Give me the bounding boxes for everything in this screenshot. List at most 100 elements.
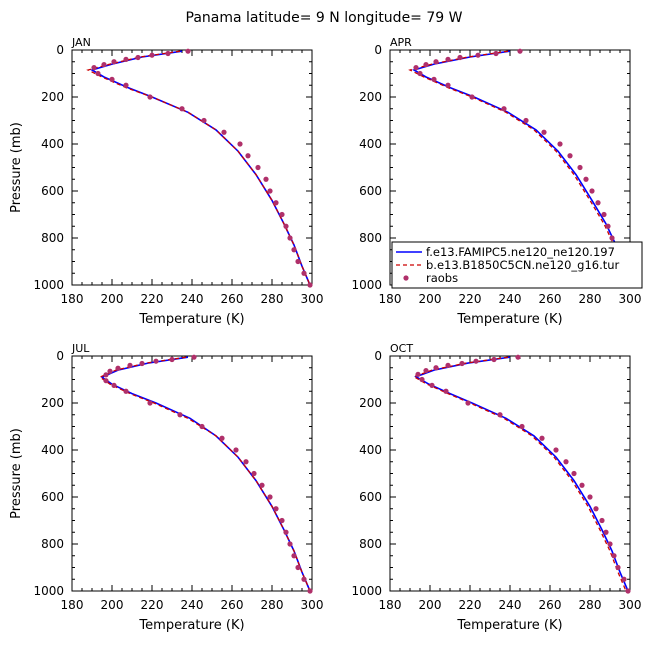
x-tick-label: 280 xyxy=(261,598,284,612)
raobs-point xyxy=(517,48,523,54)
series-line-b1850 xyxy=(412,356,627,592)
raobs-point xyxy=(515,354,521,360)
x-tick-label: 220 xyxy=(459,598,482,612)
raobs-point xyxy=(199,423,205,430)
x-tick-label: 220 xyxy=(459,292,482,306)
raobs-point xyxy=(307,282,313,288)
x-tick-label: 200 xyxy=(419,292,442,306)
legend-label: f.e13.FAMIPC5.ne120_ne120.197 xyxy=(426,245,615,259)
y-tick-label: 400 xyxy=(41,443,64,457)
raobs-point xyxy=(433,59,439,65)
y-tick-label: 800 xyxy=(359,537,382,551)
y-tick-label: 200 xyxy=(41,396,64,410)
x-tick-label: 200 xyxy=(101,598,124,612)
y-tick-label: 200 xyxy=(359,396,382,410)
raobs-point xyxy=(423,61,429,68)
panel-jul: 180 200 220 240 260 280 300 0 200 400 600 800 1000 JU… xyxy=(9,342,323,633)
raobs-point xyxy=(109,76,115,82)
panel-label: OCT xyxy=(390,342,413,355)
raobs-point xyxy=(233,447,239,453)
raobs-point xyxy=(103,372,109,378)
figure-title: Panama latitude= 9 N longitude= 79 W xyxy=(186,10,463,26)
y-tick-label: 0 xyxy=(56,43,64,57)
x-axis-label: Temperature (K) xyxy=(456,618,562,633)
raobs-point xyxy=(267,494,273,500)
raobs-point xyxy=(431,76,437,82)
raobs-point xyxy=(295,258,301,265)
raobs-point xyxy=(95,70,101,77)
y-tick-label: 0 xyxy=(374,43,382,57)
raobs-point xyxy=(251,470,257,477)
raobs-point xyxy=(149,52,155,58)
raobs-point xyxy=(413,65,419,71)
raobs-point xyxy=(583,176,589,182)
raobs-point xyxy=(291,247,297,253)
y-tick-label: 1000 xyxy=(351,584,382,598)
raobs-point xyxy=(445,56,451,63)
raobs-point xyxy=(599,517,605,524)
raobs-point xyxy=(553,447,559,453)
raobs-point xyxy=(245,153,251,159)
y-tick-label: 600 xyxy=(41,490,64,504)
raobs-point xyxy=(103,378,109,384)
y-tick-label: 400 xyxy=(359,443,382,457)
raobs-point xyxy=(497,412,503,418)
y-tick-label: 800 xyxy=(41,537,64,551)
raobs-point xyxy=(417,70,423,77)
raobs-point xyxy=(571,470,577,477)
raobs-point xyxy=(273,200,279,206)
raobs-point xyxy=(579,482,585,488)
series-line-famipc5 xyxy=(100,356,311,592)
x-tick-label: 180 xyxy=(61,598,84,612)
legend-swatch-dot xyxy=(403,275,409,281)
y-tick-label: 600 xyxy=(359,184,382,198)
x-tick-label: 300 xyxy=(619,292,642,306)
y-tick-label: 1000 xyxy=(33,584,64,598)
raobs-point xyxy=(115,365,121,371)
y-tick-label: 1000 xyxy=(351,278,382,292)
raobs-point xyxy=(445,82,451,88)
raobs-point xyxy=(429,382,435,388)
series-line-famipc5 xyxy=(411,50,629,286)
raobs-point xyxy=(419,376,425,383)
raobs-point xyxy=(243,459,249,465)
raobs-point xyxy=(267,188,273,194)
series-line-b1850 xyxy=(408,50,629,286)
raobs-point xyxy=(595,200,601,206)
raobs-point xyxy=(91,65,97,71)
raobs-point xyxy=(185,48,191,54)
raobs-point xyxy=(593,506,599,512)
raobs-point xyxy=(301,270,307,276)
series-line-b1850 xyxy=(98,356,311,592)
x-tick-label: 220 xyxy=(141,292,164,306)
raobs-point xyxy=(283,223,289,229)
raobs-point xyxy=(147,400,153,406)
raobs-point xyxy=(601,211,607,218)
raobs-point xyxy=(621,576,627,582)
raobs-point xyxy=(237,141,243,147)
raobs-point xyxy=(263,176,269,182)
raobs-point xyxy=(123,82,129,88)
legend: f.e13.FAMIPC5.ne120_ne120.197b.e13.B1850… xyxy=(391,241,643,289)
raobs-point xyxy=(423,367,429,374)
raobs-point xyxy=(563,459,569,465)
x-tick-label: 280 xyxy=(579,598,602,612)
raobs-point xyxy=(123,56,129,63)
raobs-point xyxy=(283,529,289,535)
raobs-point xyxy=(153,358,159,364)
raobs-point xyxy=(295,564,301,571)
raobs-point xyxy=(519,423,525,430)
raobs-point xyxy=(201,117,207,124)
y-tick-label: 800 xyxy=(41,231,64,245)
x-tick-label: 200 xyxy=(419,598,442,612)
x-tick-label: 260 xyxy=(221,292,244,306)
raobs-point xyxy=(541,129,547,135)
y-tick-label: 800 xyxy=(359,231,382,245)
x-tick-label: 300 xyxy=(619,598,642,612)
plot-frame xyxy=(389,355,631,592)
x-axis-label: Temperature (K) xyxy=(456,312,562,327)
raobs-point xyxy=(287,541,293,547)
raobs-point xyxy=(101,61,107,68)
raobs-point xyxy=(615,564,621,571)
raobs-point xyxy=(219,435,225,441)
